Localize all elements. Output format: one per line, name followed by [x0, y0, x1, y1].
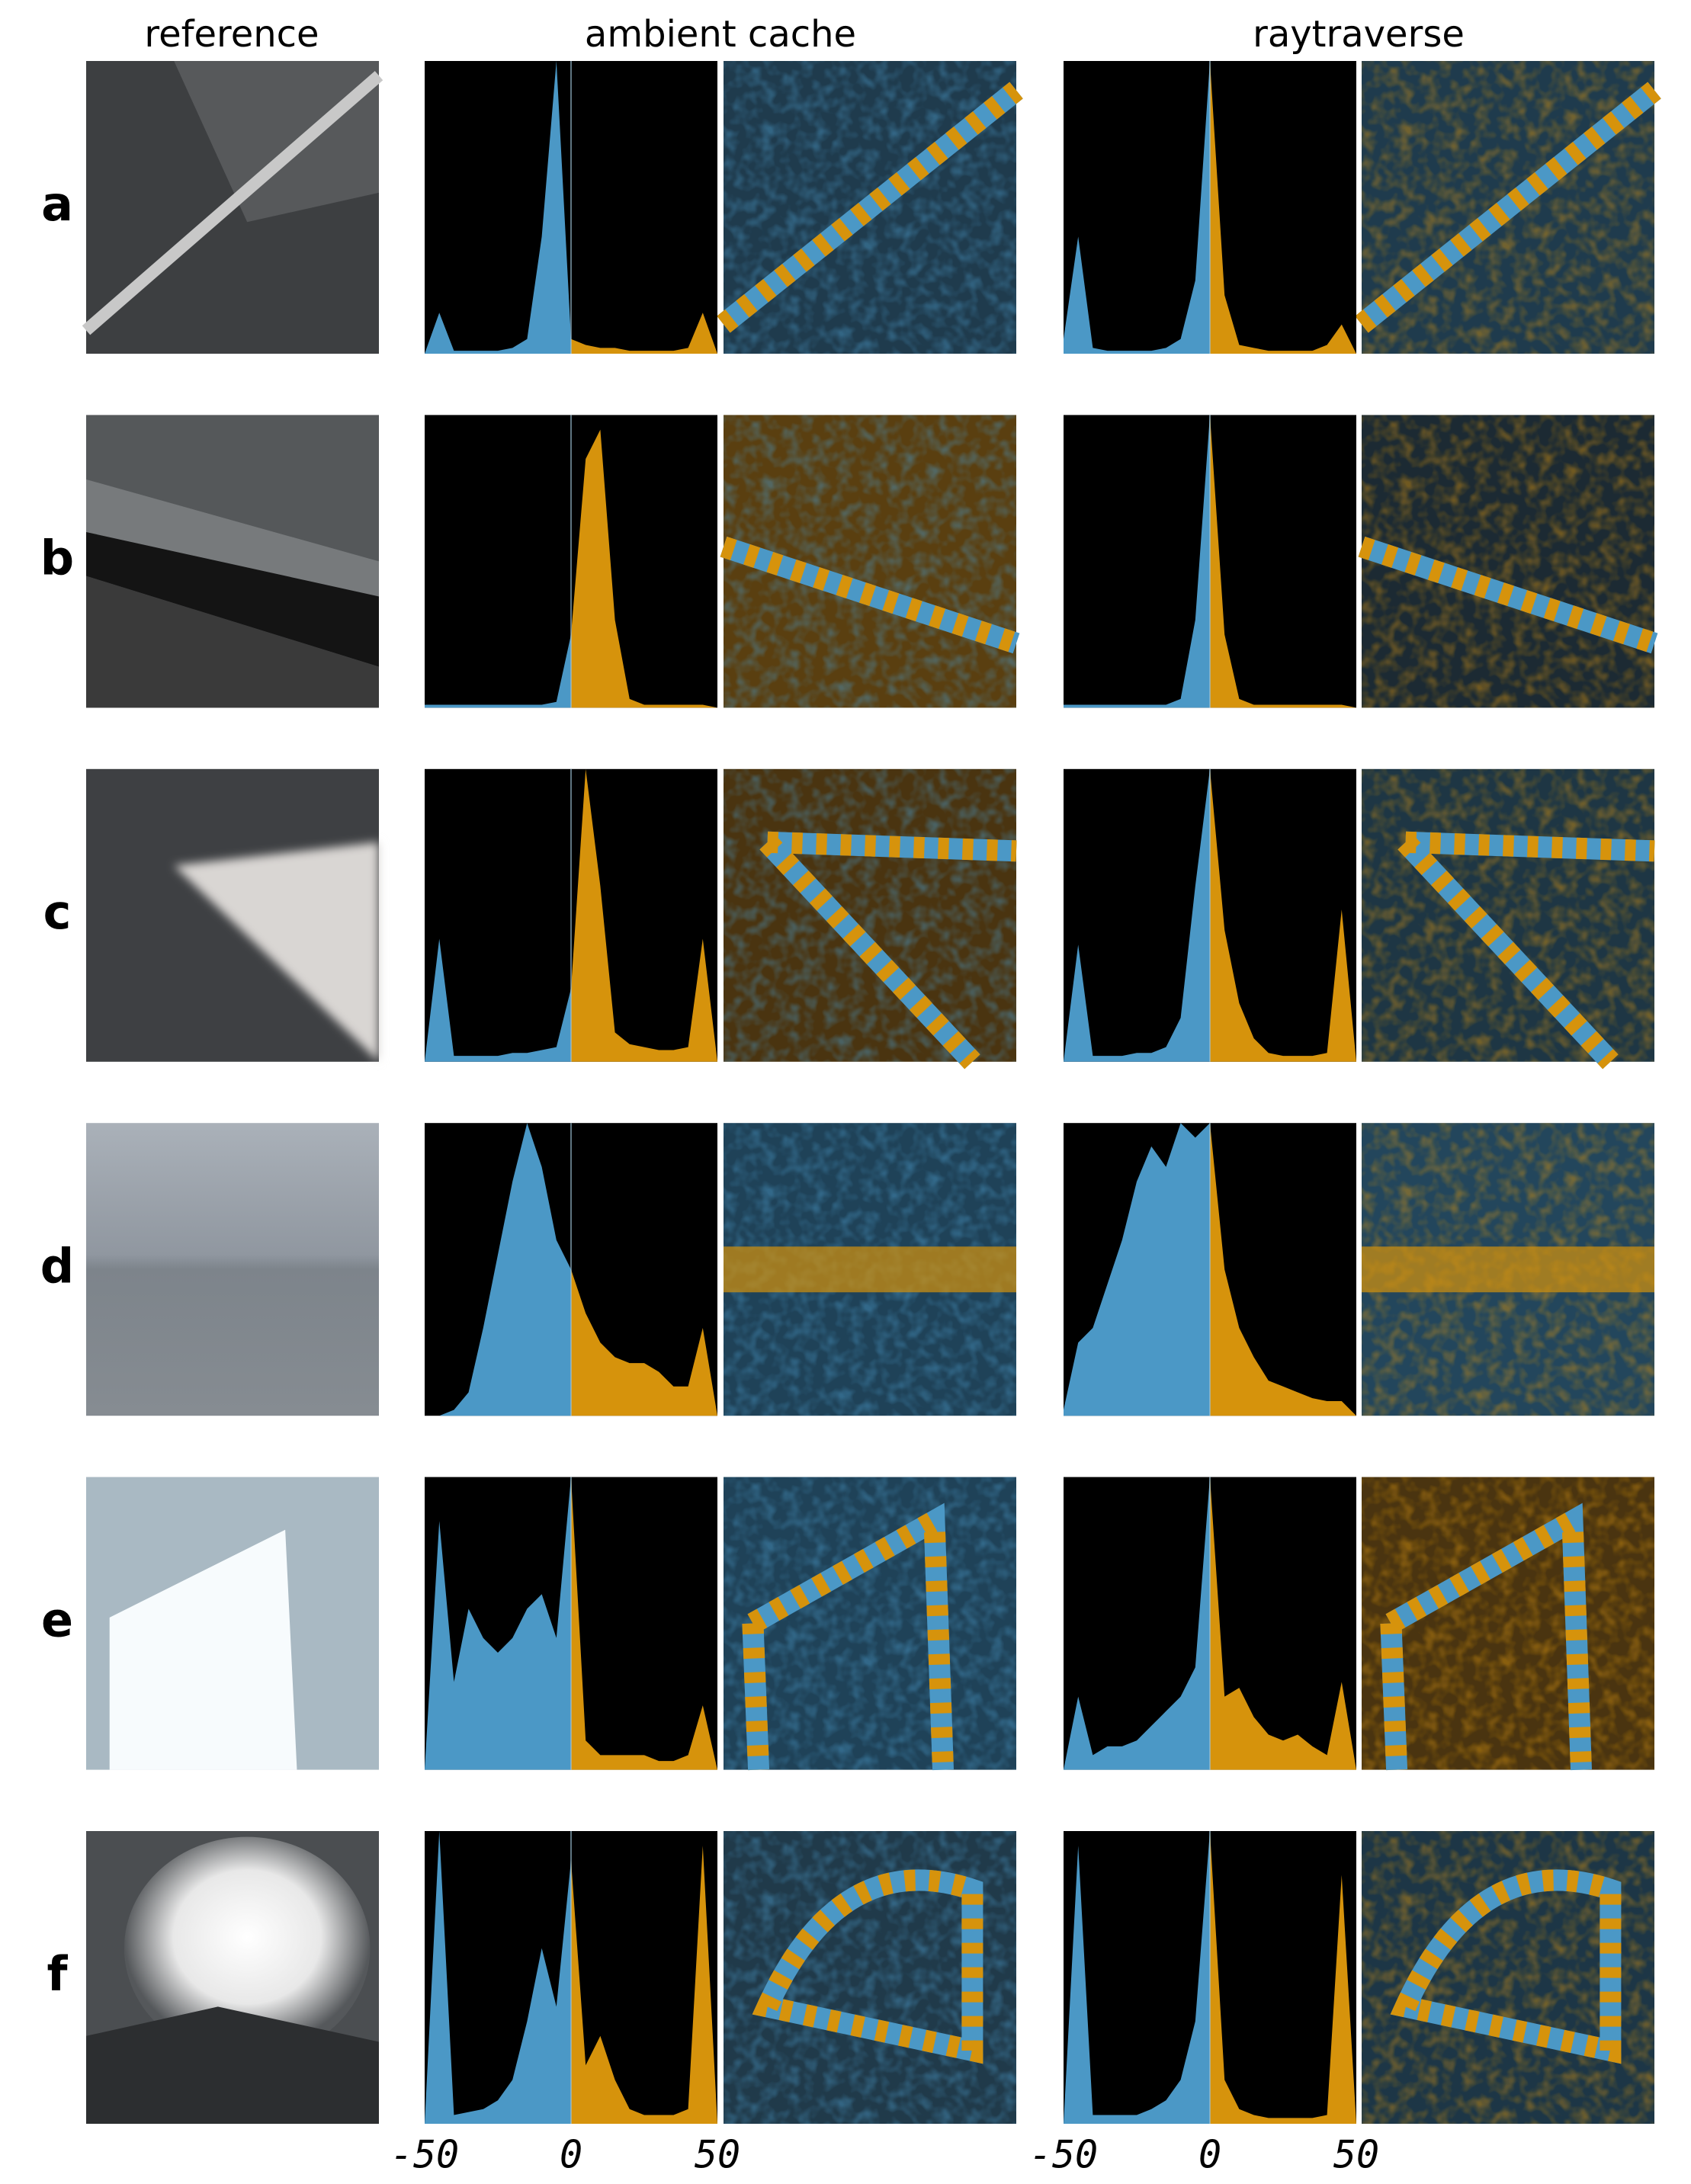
- negative-area: [425, 61, 571, 354]
- negative-area: [425, 1831, 571, 2124]
- row-label: f: [47, 1946, 69, 2002]
- image: [109, 1529, 297, 1770]
- positive-area: [571, 313, 717, 354]
- error-feature: [1358, 536, 1658, 654]
- column-header: raytraverse: [1253, 13, 1465, 56]
- error-map: [1362, 1831, 1654, 2124]
- positive-area: [1210, 415, 1356, 708]
- negative-area: [1064, 61, 1210, 354]
- error-feature: [720, 536, 1020, 654]
- positive-area: [1210, 768, 1356, 1062]
- error-map: [1362, 1123, 1654, 1416]
- error-noise: [724, 768, 1016, 1062]
- reference-image: [86, 1123, 379, 1416]
- error-feature: [1355, 82, 1661, 333]
- x-tick-label: 0: [1198, 2133, 1221, 2177]
- positive-area: [1210, 1477, 1356, 1770]
- x-tick-label: -50: [390, 2133, 459, 2177]
- negative-area: [425, 1477, 571, 1770]
- image: [86, 1123, 379, 1416]
- error-feature: [742, 1503, 954, 1771]
- error-map: [724, 1123, 1016, 1416]
- reference-image: [86, 768, 379, 1062]
- error-map: [1358, 415, 1658, 708]
- image: [86, 576, 379, 708]
- positive-area: [571, 429, 717, 708]
- error-noise: [1362, 768, 1654, 1062]
- positive-area: [1210, 61, 1356, 354]
- positive-area: [571, 1269, 717, 1416]
- error-map: [1362, 768, 1655, 1070]
- error-feature: [752, 1869, 983, 2064]
- image: [82, 71, 383, 335]
- reference-image: [86, 415, 379, 708]
- image: [86, 2006, 379, 2124]
- positive-area: [571, 768, 717, 1062]
- image: [86, 532, 379, 667]
- negative-area: [425, 938, 571, 1062]
- reference-image: [86, 1831, 379, 2124]
- reference-image: [86, 1477, 379, 1770]
- image: [86, 479, 379, 597]
- column-header: reference: [144, 13, 319, 56]
- error-map: [717, 61, 1023, 354]
- positive-area: [1210, 1123, 1356, 1416]
- row-label: e: [41, 1592, 73, 1648]
- error-feature: [1380, 1503, 1592, 1771]
- image: [174, 61, 379, 223]
- positive-area: [571, 1477, 717, 1770]
- error-feature: [759, 831, 1017, 1070]
- column-header: ambient cache: [585, 13, 856, 56]
- positive-area: [571, 1846, 717, 2124]
- row-label: d: [40, 1238, 74, 1294]
- error-feature: [1397, 831, 1655, 1070]
- image: [174, 842, 379, 1062]
- error-map: [1355, 61, 1661, 354]
- error-map: [724, 1831, 1016, 2124]
- row-label: b: [40, 530, 74, 585]
- negative-area: [425, 1123, 571, 1416]
- error-map: [1362, 1477, 1654, 1771]
- negative-area: [1064, 1123, 1210, 1416]
- negative-area: [1064, 415, 1210, 708]
- reference-image: [82, 61, 383, 354]
- negative-area: [1064, 1477, 1210, 1770]
- error-map: [724, 1477, 1016, 1771]
- error-feature: [717, 82, 1023, 333]
- negative-area: [1064, 1831, 1210, 2124]
- x-tick-label: 0: [560, 2133, 582, 2177]
- error-map: [720, 415, 1020, 708]
- image: [124, 1836, 371, 2060]
- x-tick-label: -50: [1029, 2133, 1098, 2177]
- row-label: a: [41, 176, 73, 232]
- row-label: c: [43, 884, 72, 940]
- x-tick-label: 50: [1333, 2133, 1379, 2177]
- x-tick-label: 50: [695, 2133, 740, 2177]
- error-feature: [1390, 1869, 1622, 2064]
- error-map: [724, 768, 1017, 1070]
- positive-area: [1210, 1831, 1356, 2124]
- negative-area: [1064, 768, 1210, 1062]
